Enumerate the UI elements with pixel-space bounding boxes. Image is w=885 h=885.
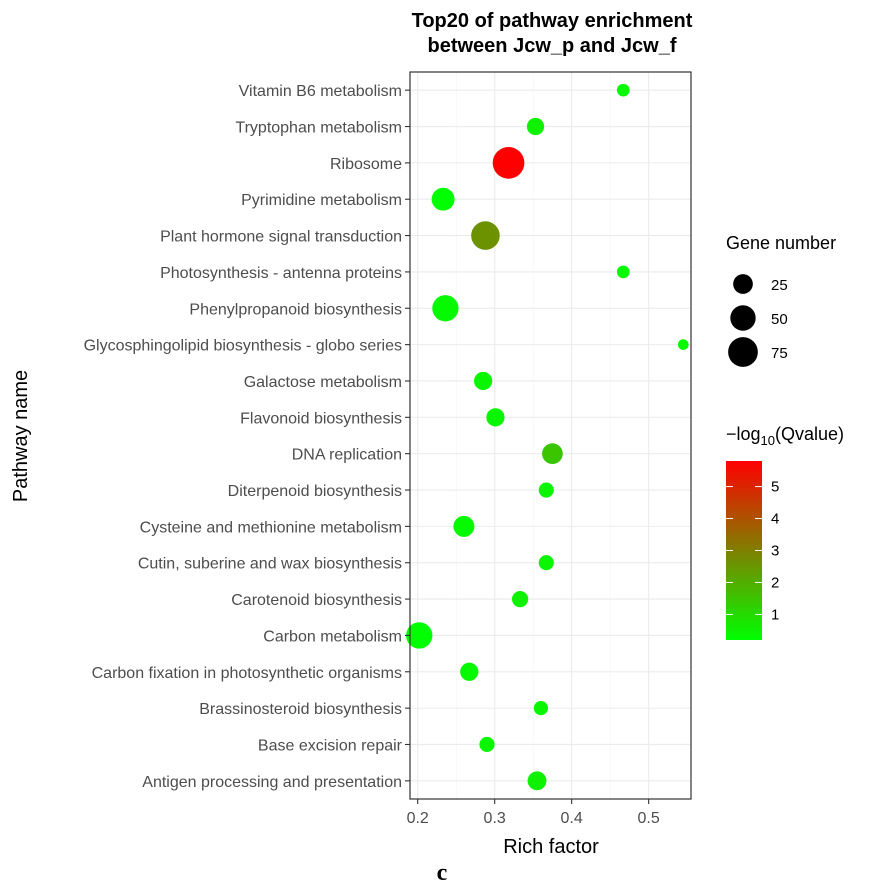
y-tick-label: Base excision repair [258,737,403,754]
size-legend-label: 75 [771,345,788,362]
size-legend-label: 50 [771,311,788,328]
x-tick-label: 0.2 [407,810,429,827]
y-tick-label: Galactose metabolism [244,374,402,391]
data-point [677,339,689,350]
chart-title-line-1: Top20 of pathway enrichment [412,10,693,32]
color-legend: −log10(Qvalue) 1 2 3 4 5 [726,424,844,640]
x-tick-label: 0.5 [638,810,660,827]
data-point [453,515,475,537]
y-tick-label: Cysteine and methionine metabolism [140,519,402,536]
data-point [474,371,493,391]
size-legend-label: 25 [771,277,788,294]
data-point [533,701,548,716]
data-point [542,443,563,465]
y-tick-label: Carbon fixation in photosynthetic organi… [92,665,402,682]
y-tick-label: Carotenoid biosynthesis [231,592,402,609]
x-tick-label: 0.4 [561,810,583,827]
chart-title-line-2: between Jcw_p and Jcw_f [428,35,677,57]
data-point [406,622,433,649]
y-tick-label: Pyrimidine metabolism [241,192,402,209]
data-point [431,187,455,211]
color-legend-tick-label: 4 [771,511,779,528]
x-tick-label: 0.3 [484,810,506,827]
data-point [538,555,554,571]
size-legend-items: 25 50 75 [728,274,788,367]
y-tick-label: Photosynthesis - antenna proteins [160,265,402,282]
size-legend-dot [730,305,756,331]
color-legend-tick-label: 1 [771,606,779,623]
y-tick-label: Diterpenoid biosynthesis [228,483,402,500]
chart-title: Top20 of pathway enrichment between Jcw_… [412,10,693,57]
color-legend-tick-label: 5 [771,479,779,496]
color-legend-title-suffix: (Qvalue) [775,424,844,444]
x-axis-title: Rich factor [503,836,599,858]
data-point [471,221,500,250]
color-legend-title: −log10(Qvalue) [726,424,844,448]
data-point [538,482,554,498]
color-legend-title-subscript: 10 [761,433,775,448]
x-axis: 0.2 0.3 0.4 0.5 [407,799,660,827]
size-legend-title: Gene number [726,233,836,253]
data-point [511,590,529,608]
y-tick-label: DNA replication [292,447,402,464]
y-tick-label: Flavonoid biosynthesis [240,410,402,427]
data-point [527,771,547,791]
data-point [492,147,525,179]
color-legend-tick-label: 3 [771,543,779,560]
data-point [460,662,479,681]
size-legend-dot [733,274,753,294]
y-tick-label: Antigen processing and presentation [142,774,402,791]
figure-caption: c [437,860,448,885]
y-tick-label: Phenylpropanoid biosynthesis [189,301,402,318]
color-legend-title-prefix: −log [726,424,761,444]
data-point [486,408,505,427]
data-points [406,83,689,791]
data-point [526,117,545,136]
y-tick-label: Cutin, suberine and wax biosynthesis [138,556,402,573]
size-legend: Gene number 25 50 75 [726,233,836,367]
data-point [432,295,459,322]
color-legend-ticks: 1 2 3 4 5 [726,479,779,623]
y-axis: Vitamin B6 metabolism Tryptophan metaboli… [84,83,410,791]
y-tick-label: Ribosome [330,156,402,173]
data-point [616,83,630,97]
y-tick-label: Tryptophan metabolism [235,120,402,137]
y-tick-label: Brassinosteroid biosynthesis [199,701,402,718]
data-point [479,736,495,753]
y-tick-label: Vitamin B6 metabolism [239,83,402,100]
y-tick-label: Carbon metabolism [263,628,402,645]
color-legend-tick-label: 2 [771,574,779,591]
plot-panel [410,72,691,799]
data-point [616,265,630,279]
grid-lines [410,72,691,799]
y-axis-title: Pathway name [10,370,32,502]
y-tick-label: Plant hormone signal transduction [160,229,402,246]
plot-border [409,71,692,800]
size-legend-dot [728,337,758,367]
y-tick-label: Glycosphingolipid biosynthesis - globo s… [84,338,402,355]
